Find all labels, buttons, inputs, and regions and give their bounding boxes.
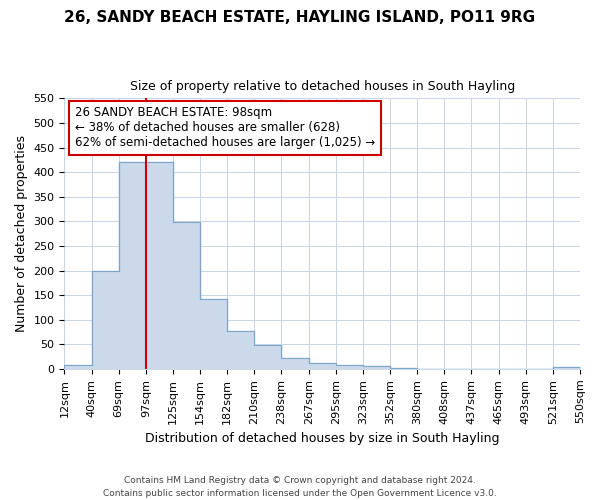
Text: 26, SANDY BEACH ESTATE, HAYLING ISLAND, PO11 9RG: 26, SANDY BEACH ESTATE, HAYLING ISLAND, … <box>64 10 536 25</box>
Text: 26 SANDY BEACH ESTATE: 98sqm
← 38% of detached houses are smaller (628)
62% of s: 26 SANDY BEACH ESTATE: 98sqm ← 38% of de… <box>75 106 375 150</box>
Y-axis label: Number of detached properties: Number of detached properties <box>15 135 28 332</box>
Text: Contains HM Land Registry data © Crown copyright and database right 2024.
Contai: Contains HM Land Registry data © Crown c… <box>103 476 497 498</box>
Title: Size of property relative to detached houses in South Hayling: Size of property relative to detached ho… <box>130 80 515 93</box>
X-axis label: Distribution of detached houses by size in South Hayling: Distribution of detached houses by size … <box>145 432 499 445</box>
